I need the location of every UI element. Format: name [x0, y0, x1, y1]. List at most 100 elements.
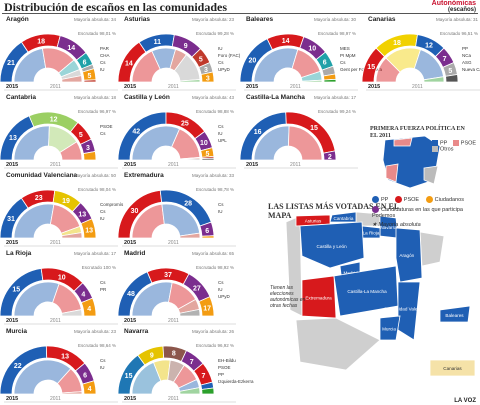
seat2015-value: 15 — [367, 64, 375, 71]
seat2015-value: 10 — [200, 140, 208, 147]
chart-scrutiny: Escrutado 98,78 % — [196, 187, 234, 192]
chart-scrutiny: Escrutado 96,97 % — [78, 109, 116, 114]
seat2011-segment — [179, 79, 201, 83]
big-map-title: LAS LISTAS MÁS VOTADAS EN EL MAPA — [268, 202, 399, 220]
year-2015-label: 2015 — [6, 240, 18, 246]
seat2015-value: 13 — [78, 212, 86, 219]
year-2015-label: 2015 — [6, 162, 18, 168]
legend-cs: Ciudadanos — [434, 196, 464, 203]
seat2015-segment — [80, 297, 97, 317]
seat2015-value: 2 — [328, 154, 332, 161]
year-2011-label: 2011 — [290, 84, 301, 90]
page-title: Distribución de escaños en las comunidad… — [4, 0, 228, 14]
seat2015-segment — [82, 150, 97, 161]
party-label: IU — [100, 365, 105, 370]
map-region-label: Canarias — [443, 366, 462, 371]
seat2015-value: 5 — [87, 73, 91, 80]
map-andalucia-gray — [295, 317, 381, 371]
seat2015-value: 6 — [205, 228, 209, 235]
seat2015-value: 5 — [448, 68, 452, 75]
year-2011-label: 2011 — [50, 318, 61, 324]
seat2015-value: 12 — [50, 116, 58, 123]
year-2015-label: 2015 — [246, 84, 258, 90]
chart-title: Castilla-La Mancha — [246, 94, 305, 101]
seat2015-segment — [198, 296, 215, 317]
header-tag: Autonómicas (escaños) — [432, 0, 476, 14]
seat2015-segment — [322, 150, 337, 161]
map-region-label: Baleares — [445, 313, 464, 318]
chart-title: Navarra — [124, 328, 149, 335]
chart-majority: Mayoría absoluta: 50 — [74, 173, 117, 178]
year-2011-label: 2011 — [50, 396, 61, 402]
party-label: EH-Bildu — [218, 358, 236, 363]
small-legend-psoe: PSOE — [460, 140, 477, 147]
map-region-baleares — [439, 305, 471, 323]
party-label: UPL — [218, 138, 227, 143]
chart-scrutiny: Escrutado 98,92 % — [196, 265, 234, 270]
seat2015-segment — [200, 71, 215, 83]
small-map-title: PRIMERA FUERZA POLÍTICA EN EL 2011 — [370, 126, 465, 139]
map-region-label: Navarra — [380, 225, 397, 230]
seat2011-segment — [59, 141, 83, 161]
map-region-label: Castilla y León — [317, 244, 348, 249]
year-2015-label: 2015 — [368, 84, 380, 90]
year-2011-label: 2011 — [50, 84, 61, 90]
map-region-label: La Rioja — [363, 231, 380, 236]
seat2015-value: 25 — [181, 121, 189, 128]
party-label: MES — [340, 46, 350, 51]
seat2011-segment — [179, 232, 201, 239]
small-map-asturias — [393, 137, 413, 147]
seat2015-value: 30 — [131, 208, 139, 215]
chart-majority: Mayoría absoluta: 18 — [74, 95, 117, 100]
seat2015-value: 3 — [204, 67, 208, 74]
big-map-legend: PP PSOE Ciudadanos Candidaturas en las q… — [372, 196, 476, 228]
footer-brand: LA VOZ — [454, 398, 476, 404]
party-label: IU — [218, 46, 223, 51]
seat2015-value: 18 — [37, 39, 45, 46]
seat2015-value: 5 — [199, 57, 203, 64]
seat2015-value: 19 — [62, 198, 70, 205]
party-label: IU — [100, 216, 105, 221]
chart-scrutiny: Escrutado 96,51 % — [440, 31, 478, 36]
chart-title: Comunidad Valenciana — [6, 172, 78, 179]
seat2015-value: 42 — [132, 128, 140, 135]
seat2011-segment — [13, 359, 72, 395]
seat2015-segment — [80, 218, 97, 239]
seat2011-segment — [131, 281, 173, 317]
chart-title: Baleares — [246, 16, 273, 23]
map-region-arag-n — [395, 227, 423, 283]
header-rule — [2, 13, 478, 14]
legend-podemos: Candidaturas en las que participa Podemo… — [372, 206, 463, 219]
party-label: CHA — [100, 53, 110, 58]
chart-scrutiny: Escrutado 98,64 % — [78, 343, 116, 348]
party-label: Nueva Canarias — [462, 67, 480, 72]
seat2011-segment — [61, 391, 83, 395]
seat2015-value: 6 — [83, 59, 87, 66]
year-2015-label: 2015 — [124, 162, 136, 168]
party-label: PP — [218, 372, 224, 377]
map-region-label: Aragón — [399, 253, 414, 258]
seat2011-segment — [61, 232, 83, 239]
seat2011-segment — [179, 387, 201, 395]
seat2011-segment — [301, 79, 323, 83]
seat2011-segment — [61, 309, 83, 317]
seat2015-segment — [201, 387, 215, 395]
chart-majority: Mayoría absoluta: 31 — [436, 17, 479, 22]
seat2015-value: 21 — [7, 60, 15, 67]
chart-scrutiny: Escrutado 96,92 % — [196, 343, 234, 348]
seat2015-value: 5 — [205, 151, 209, 158]
party-label: Izquierda-Ezkerra — [218, 379, 254, 384]
small-legend-pp: PP — [440, 140, 448, 147]
seat2015-value: 4 — [81, 291, 85, 298]
year-2011-label: 2011 — [50, 240, 61, 246]
party-label: Cs — [100, 280, 106, 285]
seat2015-value: 11 — [154, 39, 162, 46]
chart-majority: Mayoría absoluta: 23 — [192, 17, 235, 22]
party-label: PR — [100, 287, 107, 292]
chart-scrutiny: Escrutado 98,97 % — [318, 31, 356, 36]
seat2015-value: 14 — [282, 38, 290, 45]
legend-majority-note: ★ Mayoría absoluta — [372, 222, 421, 228]
party-label: IU — [218, 209, 223, 214]
party-label: Cs — [218, 202, 224, 207]
seat2015-value: 8 — [172, 351, 176, 358]
